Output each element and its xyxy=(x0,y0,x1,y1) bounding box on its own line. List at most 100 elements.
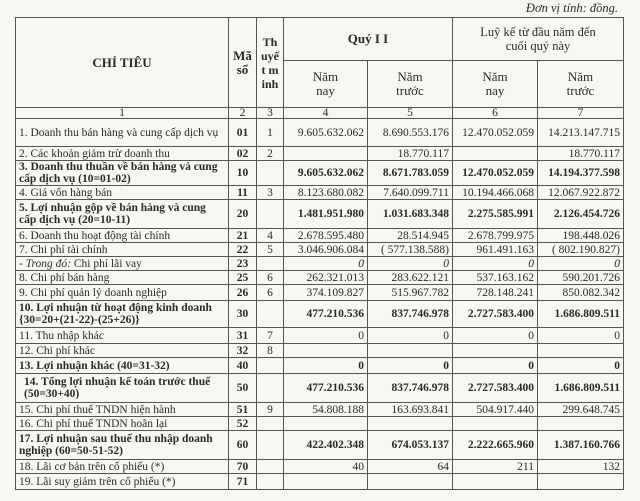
quarter-last-year-value: 64 xyxy=(367,459,453,474)
ytd-last-year-value: 299.648.745 xyxy=(537,402,624,417)
row-code: 11 xyxy=(228,185,257,200)
row-label: 4. Giá vốn hàng bán xyxy=(15,185,229,200)
quarter-last-year-value: 283.622.121 xyxy=(367,270,453,285)
row-label: 19. Lãi suy giảm trên cổ phiếu (*) xyxy=(15,473,229,490)
row-label: 16. Chi phí thuế TNDN hoãn lại xyxy=(15,416,229,431)
row-note xyxy=(256,256,284,271)
unit-note: Đơn vị tính: đồng. xyxy=(525,1,618,15)
ytd-this-year-value xyxy=(452,473,538,490)
row-code: 52 xyxy=(228,416,257,431)
quarter-last-year-value: ( 577.138.588) xyxy=(367,242,453,257)
row-code: 23 xyxy=(228,256,257,271)
ytd-last-year-value: 850.082.342 xyxy=(537,284,624,301)
row-label: 18. Lãi cơ bản trên cổ phiếu (*) xyxy=(15,459,229,474)
ytd-this-year-value: 12.470.052.059 xyxy=(452,118,538,147)
ytd-last-year-value: 0 xyxy=(537,357,624,374)
row-code: 10 xyxy=(228,160,257,186)
table-row: 12. Chi phí khác 32 8 xyxy=(15,343,624,358)
quarter-last-year-value: 837.746.978 xyxy=(367,300,453,328)
quarter-last-year-value: 163.693.841 xyxy=(367,402,453,417)
row-note xyxy=(256,199,284,229)
row-note xyxy=(256,300,284,328)
ytd-last-year-value: 14.213.147.715 xyxy=(537,118,624,147)
row-note xyxy=(256,357,284,374)
column-number: 3 xyxy=(256,107,284,119)
row-label: 12. Chi phí khác xyxy=(15,343,229,358)
row-label-prefix: - Trong đó: xyxy=(19,257,71,270)
quarter-last-year-value: 18.770.117 xyxy=(367,146,453,161)
ytd-last-year-value: 0 xyxy=(537,327,624,344)
quarter-last-year-value: 7.640.099.711 xyxy=(367,185,453,200)
ytd-last-year-value: ( 802.190.827) xyxy=(537,242,624,257)
row-code: 30 xyxy=(228,300,257,328)
row-note: 9 xyxy=(256,402,284,417)
quarter-this-year-value: 40 xyxy=(283,459,368,474)
ytd-last-year-value xyxy=(537,343,624,358)
row-code: 50 xyxy=(228,373,257,403)
table-row: 6. Doanh thu hoạt động tài chính 21 4 2.678… xyxy=(15,228,624,243)
quarter-this-year-value: 262.321.013 xyxy=(283,270,368,285)
row-label: 8. Chi phí bán hàng xyxy=(15,270,229,285)
ytd-last-year-value xyxy=(537,473,624,490)
ytd-this-year-value: 2.727.583.400 xyxy=(452,300,538,328)
row-label: 11. Thu nhập khác xyxy=(15,327,229,344)
ytd-last-year-value: 2.126.454.726 xyxy=(537,199,624,229)
table-row: 18. Lãi cơ bản trên cổ phiếu (*) 70 40 64 21… xyxy=(15,459,624,474)
table-row: 11. Thu nhập khác 31 7 0 0 0 0 xyxy=(15,327,624,344)
ytd-this-year-value: 2.275.585.991 xyxy=(452,199,538,229)
quarter-this-year-value: 477.210.536 xyxy=(283,300,368,328)
table-row: 7. Chi phí tài chính 22 5 3.046.906.084( 57… xyxy=(15,242,624,257)
quarter-last-year-value: 674.053.137 xyxy=(367,430,453,460)
table-row: 10. Lợi nhuận từ hoạt động kinh doanh {3… xyxy=(15,300,624,328)
ytd-this-year-value: 2.727.583.400 xyxy=(452,373,538,403)
row-label: 5. Lợi nhuận gộp về bán hàng và cung cấp… xyxy=(15,199,229,229)
column-number: 2 xyxy=(228,107,257,119)
quarter-this-year-value: 422.402.348 xyxy=(283,430,368,460)
row-code: 25 xyxy=(228,270,257,285)
ytd-last-year-value: 590.201.726 xyxy=(537,270,624,285)
row-label: 10. Lợi nhuận từ hoạt động kinh doanh {3… xyxy=(15,300,229,328)
column-number: 5 xyxy=(367,107,453,119)
row-code: 32 xyxy=(228,343,257,358)
quarter-last-year-value: 0 xyxy=(367,327,453,344)
header-code: Mã số xyxy=(228,17,257,108)
quarter-last-year-value: 8.671.783.059 xyxy=(367,160,453,186)
row-note xyxy=(256,416,284,431)
row-code: 40 xyxy=(228,357,257,374)
quarter-this-year-value xyxy=(283,343,368,358)
table-row: 13. Lợi nhuận khác (40=31-32) 40 0 0 0 0 xyxy=(15,357,624,374)
quarter-last-year-value xyxy=(367,473,453,490)
row-code: 60 xyxy=(228,430,257,460)
ytd-this-year-value: 504.917.440 xyxy=(452,402,538,417)
quarter-last-year-value: 1.031.683.348 xyxy=(367,199,453,229)
table-row: 4. Giá vốn hàng bán 11 3 8.123.680.082 7.640… xyxy=(15,185,624,200)
column-number: 4 xyxy=(283,107,368,119)
income-statement-table: CHỈ TIÊU Mã số Thuyết minh Quý I I Luỹ k… xyxy=(15,17,624,490)
quarter-this-year-value xyxy=(283,416,368,431)
ytd-this-year-value xyxy=(452,146,538,161)
row-label: 6. Doanh thu hoạt động tài chính xyxy=(15,228,229,243)
ytd-this-year-value: 728.148.241 xyxy=(452,284,538,301)
quarter-this-year-value: 54.808.188 xyxy=(283,402,368,417)
table-row: 19. Lãi suy giảm trên cổ phiếu (*) 71 xyxy=(15,473,624,490)
table-row: 2. Các khoản giảm trừ doanh thu 02 2 18.770… xyxy=(15,146,624,161)
ytd-this-year-value: 12.470.052.059 xyxy=(452,160,538,186)
row-label: 17. Lợi nhuận sau thuế thu nhập doanh ng… xyxy=(15,430,229,460)
table-row: 9. Chi phí quản lý doanh nghiệp 26 6 374.10… xyxy=(15,284,624,301)
header-note: Thuyết minh xyxy=(256,17,284,108)
quarter-this-year-value: 477.210.536 xyxy=(283,373,368,403)
row-note xyxy=(256,459,284,474)
ytd-last-year-value: 1.686.809.511 xyxy=(537,373,624,403)
ytd-last-year-value: 132 xyxy=(537,459,624,474)
ytd-this-year-value: 0 xyxy=(452,357,538,374)
table-row: 16. Chi phí thuế TNDN hoãn lại 52 xyxy=(15,416,624,431)
quarter-last-year-value xyxy=(367,343,453,358)
quarter-this-year-value: 9.605.632.062 xyxy=(283,160,368,186)
ytd-last-year-value: 198.448.026 xyxy=(537,228,624,243)
row-note: 3 xyxy=(256,185,284,200)
row-code: 22 xyxy=(228,242,257,257)
row-label: 14. Tổng lợi nhuận kế toán trước thuế (5… xyxy=(15,373,229,403)
ytd-this-year-value: 961.491.163 xyxy=(452,242,538,257)
quarter-this-year-value: 1.481.951.980 xyxy=(283,199,368,229)
quarter-last-year-value: 0 xyxy=(367,357,453,374)
